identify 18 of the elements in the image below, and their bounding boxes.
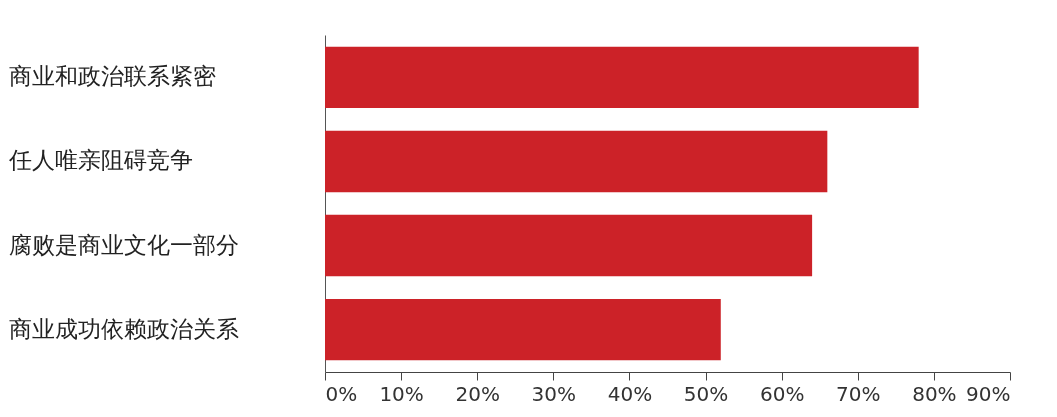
x-tick-label: 50%: [683, 381, 729, 406]
y-tick-label: 商业和政治联系紧密: [8, 63, 216, 90]
y-tick-label: 商业成功依赖政治关系: [8, 315, 239, 342]
x-tick-label: 80%: [912, 381, 957, 406]
x-tick-label: 40%: [607, 381, 653, 406]
x-tick-label: 90%: [966, 381, 1011, 406]
x-tick-label: 60%: [759, 381, 805, 406]
y-tick-label: 任人唯亲阻碍竞争: [7, 147, 193, 174]
x-tick-label: 20%: [455, 381, 500, 406]
x-tick-label: 30%: [531, 381, 577, 406]
x-tick-label: 70%: [836, 381, 881, 406]
bar: [325, 298, 721, 361]
bar: [325, 46, 919, 109]
bar: [325, 130, 828, 193]
x-tick-label: 0%: [325, 381, 358, 406]
y-tick-label: 腐败是商业文化一部分: [8, 231, 239, 258]
bar: [325, 214, 813, 277]
x-tick-label: 10%: [379, 381, 424, 406]
